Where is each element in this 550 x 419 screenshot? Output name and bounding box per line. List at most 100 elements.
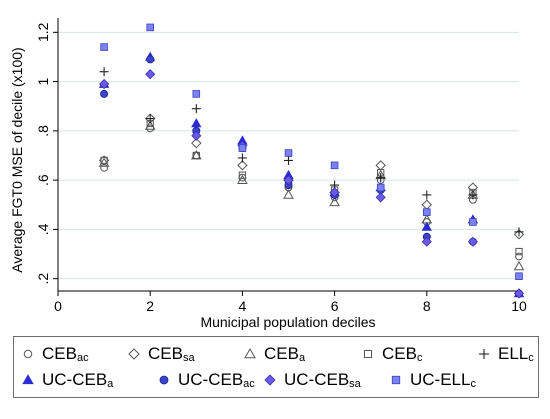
legend-symbol (159, 375, 169, 385)
series-uc-ellc (100, 23, 523, 280)
legend-marker (23, 349, 33, 359)
point-uc-ellc (100, 43, 108, 51)
legend-label-main: UC-CEB (42, 370, 108, 389)
legend-label-sub: a (298, 352, 306, 364)
y-tick-label: .8 (35, 125, 51, 137)
point-ellc (145, 114, 155, 124)
point-uc-cebsa (145, 69, 156, 80)
plot-area (0, 0, 550, 335)
point-uc-ellc (376, 183, 385, 192)
legend-symbol (264, 374, 276, 386)
point-ellc (99, 67, 109, 77)
legend: CEBac CEBsa CEBa CEBc ELLc UC-CEBa UC-CEBac UC-… (13, 336, 539, 398)
legend-label-sub: c (470, 378, 476, 390)
x-tick-label: 4 (239, 298, 247, 314)
legend-symbol (391, 375, 401, 385)
point-uc-cebsa (467, 236, 478, 247)
point-uc-cebac (146, 55, 155, 64)
x-tick-label: 8 (423, 298, 431, 314)
legend-label: ELLc (498, 344, 534, 364)
legend-symbol (244, 347, 256, 359)
point-uc-ellc (469, 218, 477, 226)
legend-item-ellc: ELLc (476, 343, 534, 365)
point-ceba (98, 157, 110, 167)
legend-label-main: CEB (42, 344, 77, 363)
legend-symbol (128, 348, 140, 360)
legend-label: CEBac (42, 344, 89, 364)
point-uc-cebsa (283, 175, 294, 186)
y-tick-label: .4 (35, 223, 51, 235)
legend-marker (159, 375, 169, 385)
point-uc-cebsa (191, 130, 202, 141)
legend-marker (264, 374, 276, 386)
point-ceba (329, 196, 340, 207)
point-cebc (515, 247, 523, 256)
x-tick-label: 6 (331, 298, 339, 314)
series-ellc (99, 67, 524, 237)
legend-item-cebc: CEBc (360, 343, 422, 365)
legend-label-main: CEB (264, 344, 299, 363)
legend-symbol (364, 350, 372, 358)
point-ellc (468, 190, 478, 200)
point-uc-ellc (238, 144, 247, 152)
legend-item-uc-ellc: UC-ELLc (388, 369, 476, 391)
point-cebsa (513, 229, 525, 240)
x-tick-label: 0 (54, 298, 62, 314)
point-ellc (284, 155, 293, 165)
legend-marker (479, 349, 489, 359)
point-uc-ceba (421, 221, 432, 231)
x-tick-label: 2 (146, 298, 154, 314)
legend-marker (128, 348, 140, 360)
point-ceba (513, 260, 525, 271)
legend-label-sub: sa (182, 352, 195, 364)
point-uc-cebsa (329, 187, 340, 198)
legend-marker (244, 347, 256, 359)
point-ellc (376, 173, 386, 183)
y-tick-label: .6 (35, 174, 51, 186)
legend-label: UC-CEBsa (284, 370, 361, 390)
legend-marker (391, 375, 401, 385)
legend-item-uc-cebsa: UC-CEBsa (262, 369, 361, 391)
legend-label-sub: sa (349, 378, 361, 390)
point-uc-cebsa (375, 192, 386, 203)
point-cebc (192, 151, 200, 160)
point-cebsa (237, 160, 248, 171)
data-marks (98, 23, 525, 299)
legend-symbol (23, 349, 33, 359)
legend-marker (364, 350, 372, 358)
point-ellc (422, 190, 432, 200)
point-ellc (191, 104, 201, 114)
legend-label-sub: ac (76, 352, 89, 364)
point-uc-cebsa (513, 288, 525, 299)
x-axis-label: Municipal population deciles (200, 314, 375, 330)
point-uc-ellc (330, 161, 339, 170)
legend-marker (22, 374, 34, 385)
legend-label-sub: a (107, 378, 114, 390)
point-ellc (514, 227, 524, 237)
point-uc-cebsa (421, 236, 432, 247)
legend-label-main: ELL (498, 344, 529, 363)
legend-label: UC-CEBac (178, 370, 255, 390)
legend-label-main: UC-ELL (410, 370, 471, 389)
legend-label-main: UC-CEB (178, 370, 244, 389)
y-tick-label: 1 (35, 77, 51, 85)
legend-label-main: UC-CEB (284, 370, 350, 389)
point-uc-ellc (515, 272, 523, 280)
legend-label-main: CEB (148, 344, 183, 363)
point-cebac (515, 252, 523, 261)
point-cebc (100, 156, 108, 165)
point-uc-ellc (284, 149, 293, 157)
legend-item-uc-ceba: UC-CEBa (20, 369, 113, 391)
point-uc-ellc (146, 23, 154, 32)
point-ceba (144, 120, 156, 130)
legend-item-cebsa: CEBsa (126, 343, 195, 365)
legend-label-main: CEB (382, 344, 417, 363)
y-axis-label: Average FGT0 MSE of decile (x100) (9, 47, 25, 272)
x-tick-label: 10 (511, 298, 527, 314)
legend-item-cebac: CEBac (20, 343, 89, 365)
point-cebac (146, 124, 155, 133)
point-ceba (283, 189, 294, 199)
scatter-chart: .2 .4 .6 .8 1 1.2 0 2 4 6 8 10 Municipal population… (0, 0, 550, 335)
legend-label-sub: c (416, 352, 423, 364)
